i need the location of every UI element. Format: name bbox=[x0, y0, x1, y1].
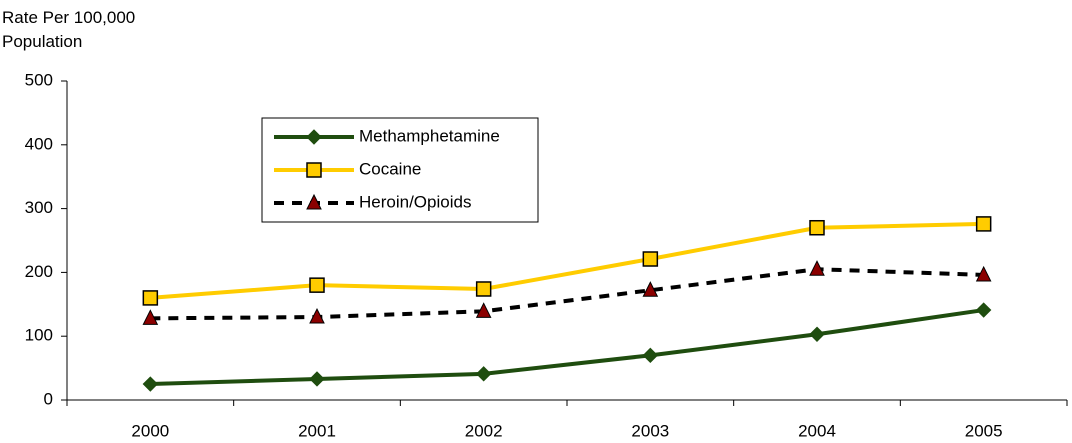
y-tick-label: 400 bbox=[25, 134, 53, 153]
data-point bbox=[642, 281, 659, 297]
x-tick-label: 2002 bbox=[465, 421, 503, 440]
x-tick-label: 2004 bbox=[798, 421, 836, 440]
x-tick-label: 2005 bbox=[965, 421, 1003, 440]
data-point bbox=[309, 307, 325, 324]
series-line bbox=[150, 221, 984, 300]
data-point bbox=[309, 277, 325, 293]
data-point bbox=[309, 371, 325, 387]
data-point bbox=[975, 265, 992, 282]
legend-marker bbox=[306, 129, 322, 145]
legend-label: Heroin/Opioids bbox=[359, 192, 471, 211]
x-tick-label: 2001 bbox=[298, 421, 336, 440]
data-point bbox=[809, 260, 825, 276]
data-point bbox=[809, 219, 825, 236]
data-point bbox=[475, 366, 492, 382]
legend-marker bbox=[306, 162, 322, 178]
x-tick-label: 2003 bbox=[631, 421, 669, 440]
data-point bbox=[142, 290, 159, 306]
data-point bbox=[809, 326, 825, 342]
y-axis-label: Rate Per 100,000 Population bbox=[2, 8, 136, 51]
y-tick-label: 100 bbox=[25, 326, 53, 345]
data-point bbox=[475, 302, 492, 318]
data-point bbox=[475, 281, 492, 297]
y-tick-label: 300 bbox=[25, 198, 53, 217]
x-tick-label: 2000 bbox=[131, 421, 169, 440]
y-tick-label: 500 bbox=[25, 70, 53, 89]
data-point bbox=[642, 251, 659, 267]
y-tick-label: 200 bbox=[25, 262, 53, 281]
legend-marker bbox=[306, 193, 322, 210]
data-point bbox=[975, 302, 992, 318]
legend-label: Cocaine bbox=[359, 159, 421, 178]
data-point bbox=[975, 216, 992, 232]
data-point bbox=[642, 347, 659, 364]
legend-label: Methamphetamine bbox=[359, 126, 500, 145]
data-point bbox=[142, 309, 159, 325]
series-line bbox=[150, 308, 984, 387]
y-tick-label: 0 bbox=[44, 389, 53, 408]
data-point bbox=[142, 376, 159, 392]
series-line bbox=[150, 267, 984, 321]
